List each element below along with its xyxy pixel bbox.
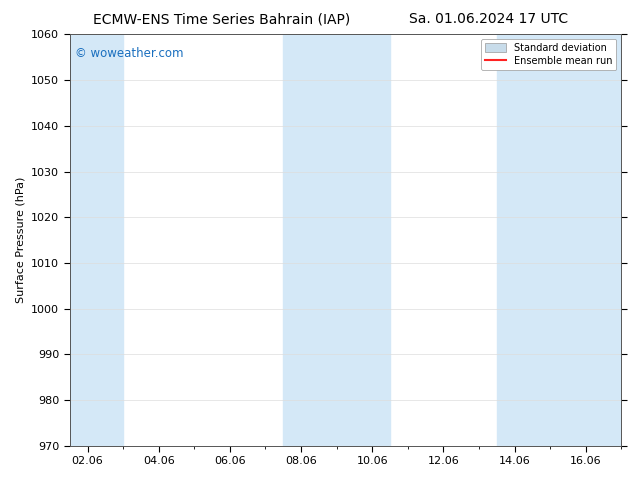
Bar [497,34,621,446]
Bar [283,34,390,446]
Text: © woweather.com: © woweather.com [75,47,184,60]
Bar [70,34,123,446]
Text: Sa. 01.06.2024 17 UTC: Sa. 01.06.2024 17 UTC [409,12,567,26]
Text: ECMW-ENS Time Series Bahrain (IAP): ECMW-ENS Time Series Bahrain (IAP) [93,12,351,26]
Title: ECMW-ENS Time Series Bahrain (IAP)        Sa. 01.06.2024 17 UTC: ECMW-ENS Time Series Bahrain (IAP) Sa. 0… [0,489,1,490]
Legend: Standard deviation, Ensemble mean run: Standard deviation, Ensemble mean run [481,39,616,70]
Y-axis label: Surface Pressure (hPa): Surface Pressure (hPa) [16,177,25,303]
